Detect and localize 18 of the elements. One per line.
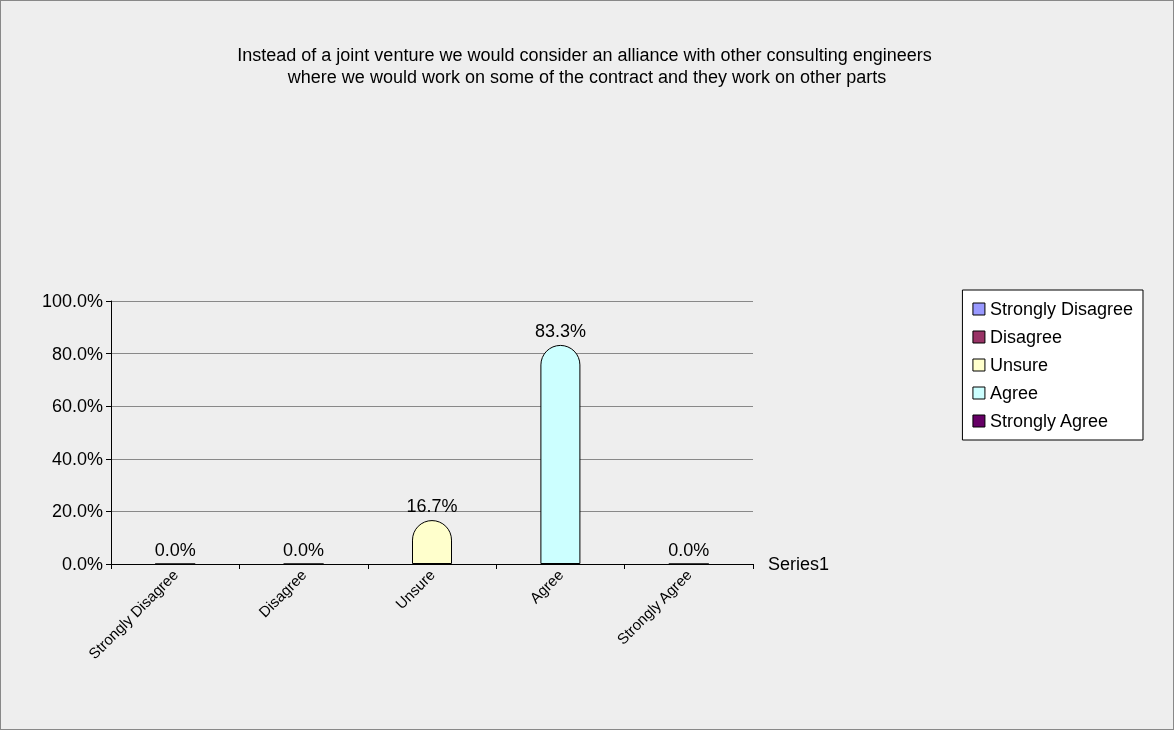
y-tick-label: 60.0% (51, 396, 103, 417)
legend-label: Strongly Disagree (989, 299, 1134, 319)
x-axis-title: Series1 (768, 554, 830, 574)
data-label: 0.0% (154, 539, 196, 560)
y-tick-label: 0.0% (61, 554, 103, 574)
chart-title: Instead of a joint venture we would consider an alliance with other consulting engineers where we would work on some of the contract and they work on other parts (237, 45, 937, 87)
legend-label: Disagree (989, 327, 1062, 347)
data-label: 83.3% (534, 320, 586, 341)
y-tick-label: 100.0% (41, 291, 103, 311)
y-tick-label: 20.0% (51, 501, 103, 522)
y-tick-label: 40.0% (51, 448, 103, 469)
data-label: 0.0% (668, 539, 710, 560)
data-label: 0.0% (283, 539, 325, 560)
legend-label: Strongly Agree (989, 411, 1109, 431)
legend-label: Unsure (989, 355, 1048, 375)
data-label: 16.7% (406, 496, 458, 517)
legend-label: Agree (989, 383, 1038, 403)
y-tick-label: 80.0% (51, 343, 103, 364)
